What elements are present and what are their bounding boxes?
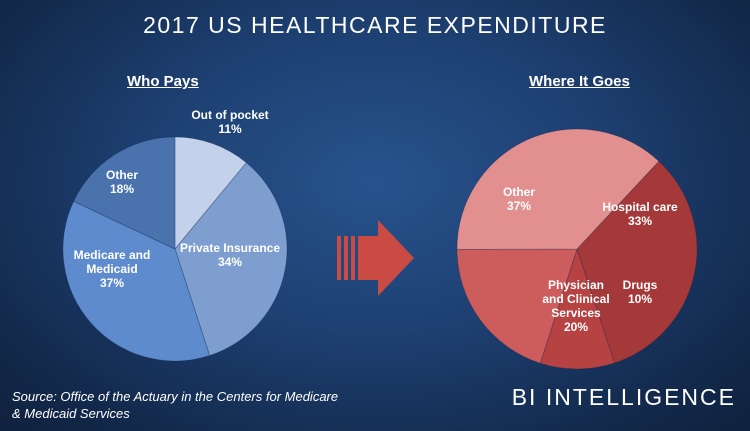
slice-label: Drugs 10% <box>623 278 658 306</box>
slice-label: Hospital care 33% <box>602 200 678 228</box>
where-it-goes-title: Where It Goes <box>529 73 630 90</box>
brand-logo: BI INTELLIGENCE <box>511 384 736 410</box>
slice-label: Other 37% <box>503 185 535 213</box>
slice-label: Medicare and Medicaid 37% <box>74 248 151 290</box>
pie-slice <box>174 162 288 357</box>
pie-slice <box>174 136 247 251</box>
pie-slice <box>456 128 660 250</box>
where-it-goes-pie: Hospital care 33% Drugs 10% Physician and Cli… <box>456 128 698 370</box>
slice-label: Physician and Clinical Services 20% <box>542 278 609 334</box>
pie-slice <box>576 160 698 364</box>
slice-label: Private Insurance 34% <box>180 241 280 269</box>
source-note: Source: Office of the Actuary in the Cen… <box>12 389 339 421</box>
chart-title: 2017 US HEALTHCARE EXPENDITURE <box>143 12 607 38</box>
right-arrow-icon <box>337 220 414 296</box>
pie-slice <box>62 200 211 362</box>
who-pays-title: Who Pays <box>127 73 199 90</box>
pie-slice <box>73 136 176 250</box>
slice-label: Other 18% <box>106 168 138 196</box>
pie-slice <box>539 247 615 370</box>
slice-label: Out of pocket 11% <box>191 108 268 136</box>
who-pays-pie: Out of pocket 11% Private Insurance 34% Medi… <box>62 108 288 362</box>
pie-slice <box>456 248 578 364</box>
